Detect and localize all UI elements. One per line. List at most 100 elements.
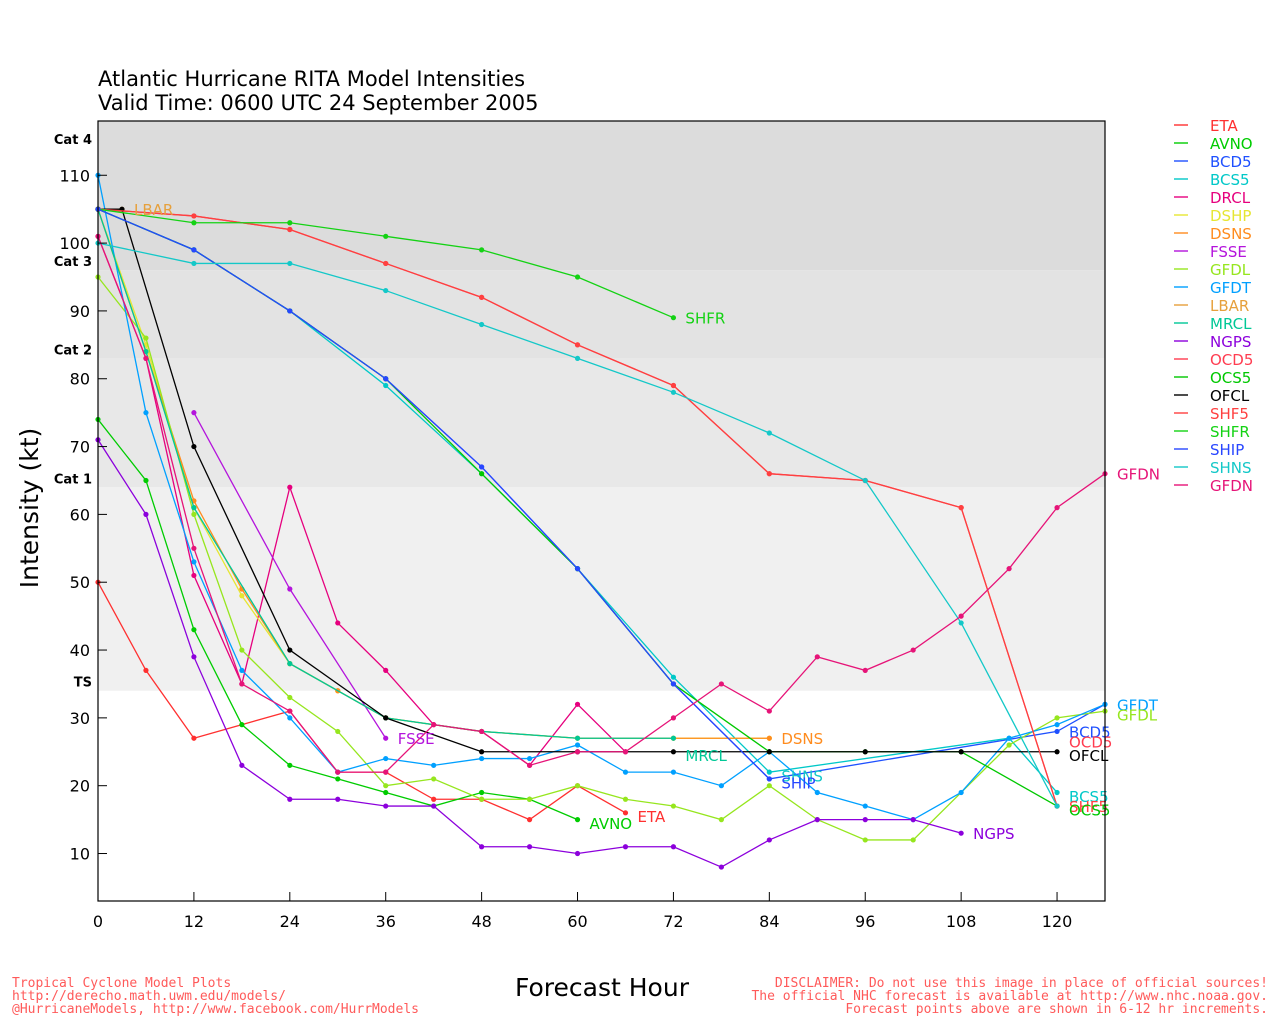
x-tick-label: 60 — [567, 912, 587, 931]
category-bands — [98, 121, 1105, 901]
legend-label: AVNO — [1210, 135, 1253, 153]
data-point — [191, 443, 197, 450]
data-point — [287, 715, 293, 721]
data-point — [814, 817, 820, 823]
series-shns — [95, 240, 1060, 809]
data-point — [143, 477, 149, 484]
data-point — [670, 681, 677, 687]
data-point — [622, 769, 629, 775]
data-point — [479, 796, 485, 802]
data-point — [431, 796, 437, 802]
data-point — [574, 817, 581, 823]
series-fsse — [191, 410, 389, 741]
data-point — [958, 749, 964, 755]
data-point — [574, 701, 581, 707]
data-point — [574, 342, 581, 348]
legend-entry: OCD5 — [1174, 351, 1253, 369]
footer-credit-line: Tropical Cyclone Model Plots — [12, 976, 231, 991]
series-lines — [95, 172, 1108, 870]
data-point — [287, 484, 293, 490]
data-point — [287, 762, 293, 768]
legend-label: SHIP — [1210, 441, 1244, 459]
data-point — [1006, 742, 1012, 748]
x-tick-label: 24 — [280, 912, 300, 931]
data-point — [862, 837, 868, 843]
data-point — [191, 511, 197, 517]
data-point — [910, 837, 916, 843]
data-point — [191, 735, 197, 741]
series-end-label: FSSE — [398, 730, 435, 748]
legend-entry: GFDN — [1174, 477, 1253, 495]
data-point — [622, 796, 629, 802]
category-band — [98, 121, 1105, 271]
data-point — [862, 667, 868, 673]
data-point — [718, 817, 724, 823]
data-point — [1054, 803, 1060, 809]
data-point — [574, 783, 581, 789]
y-axis-title: Intensity (kt) — [15, 428, 44, 589]
data-point — [766, 735, 772, 741]
series-line — [98, 208, 1058, 753]
data-point — [479, 844, 485, 850]
legend-entry: DSNS — [1174, 225, 1252, 243]
data-point — [670, 715, 677, 721]
series-ship — [95, 206, 772, 782]
legend-entry: AVNO — [1174, 135, 1253, 153]
data-point — [1006, 735, 1012, 741]
legend-label: DSHP — [1210, 207, 1251, 225]
data-point — [1054, 789, 1060, 796]
series-mrcl — [95, 206, 677, 741]
series-end-label: SHFR — [685, 310, 725, 328]
data-point — [239, 722, 245, 728]
category-band — [98, 358, 1105, 488]
data-point — [910, 647, 916, 653]
data-point — [383, 783, 389, 789]
legend-entry: SHIP — [1174, 441, 1244, 459]
legend-entry: SHNS — [1174, 459, 1252, 477]
category-band — [98, 487, 1105, 691]
y-tick-label: 60 — [70, 505, 90, 524]
series-end-label: MRCL — [685, 747, 727, 765]
data-point — [143, 355, 149, 361]
series-line — [97, 208, 770, 780]
data-point — [670, 844, 677, 850]
series-end-label: SHIP — [781, 774, 815, 792]
legend-entry: OCS5 — [1174, 369, 1251, 387]
series-end-label: GFDN — [1117, 466, 1160, 484]
series-end-label: BCS5 — [1069, 788, 1109, 806]
data-point — [191, 559, 197, 565]
data-point — [1006, 566, 1012, 572]
data-point — [143, 410, 149, 416]
data-point — [287, 260, 293, 267]
legend-label: SHNS — [1210, 459, 1252, 477]
legend-entry: SHF5 — [1174, 405, 1249, 423]
data-point — [479, 321, 485, 328]
footer-credits: Tropical Cyclone Model Plots http://dere… — [12, 976, 419, 1017]
data-point — [670, 389, 677, 395]
category-label: TS — [74, 676, 92, 691]
x-tick-label: 72 — [663, 912, 683, 931]
category-band — [98, 690, 1105, 901]
legend-entry: DRCL — [1174, 189, 1251, 207]
series-gfdl — [95, 274, 1108, 843]
x-tick-label: 0 — [93, 912, 103, 931]
legend-label: NGPS — [1210, 333, 1251, 351]
data-point — [287, 796, 293, 802]
legend-label: ETA — [1210, 117, 1238, 135]
footer-disclaimer-line: Forecast points above are shown in 6-12 … — [845, 1002, 1268, 1017]
data-point — [766, 769, 772, 775]
category-label: Cat 2 — [54, 343, 92, 358]
plot-frame — [97, 120, 1106, 902]
data-point — [239, 593, 245, 599]
data-point — [958, 505, 964, 511]
legend-label: GFDL — [1210, 261, 1251, 279]
series-line — [97, 175, 1106, 821]
data-point — [239, 762, 245, 768]
data-point — [479, 749, 485, 755]
data-point — [622, 749, 629, 755]
data-point — [670, 769, 677, 775]
footer-disclaimer-line: DISCLAIMER: Do not use this image in pla… — [775, 976, 1268, 991]
legend-label: DSNS — [1210, 225, 1252, 243]
